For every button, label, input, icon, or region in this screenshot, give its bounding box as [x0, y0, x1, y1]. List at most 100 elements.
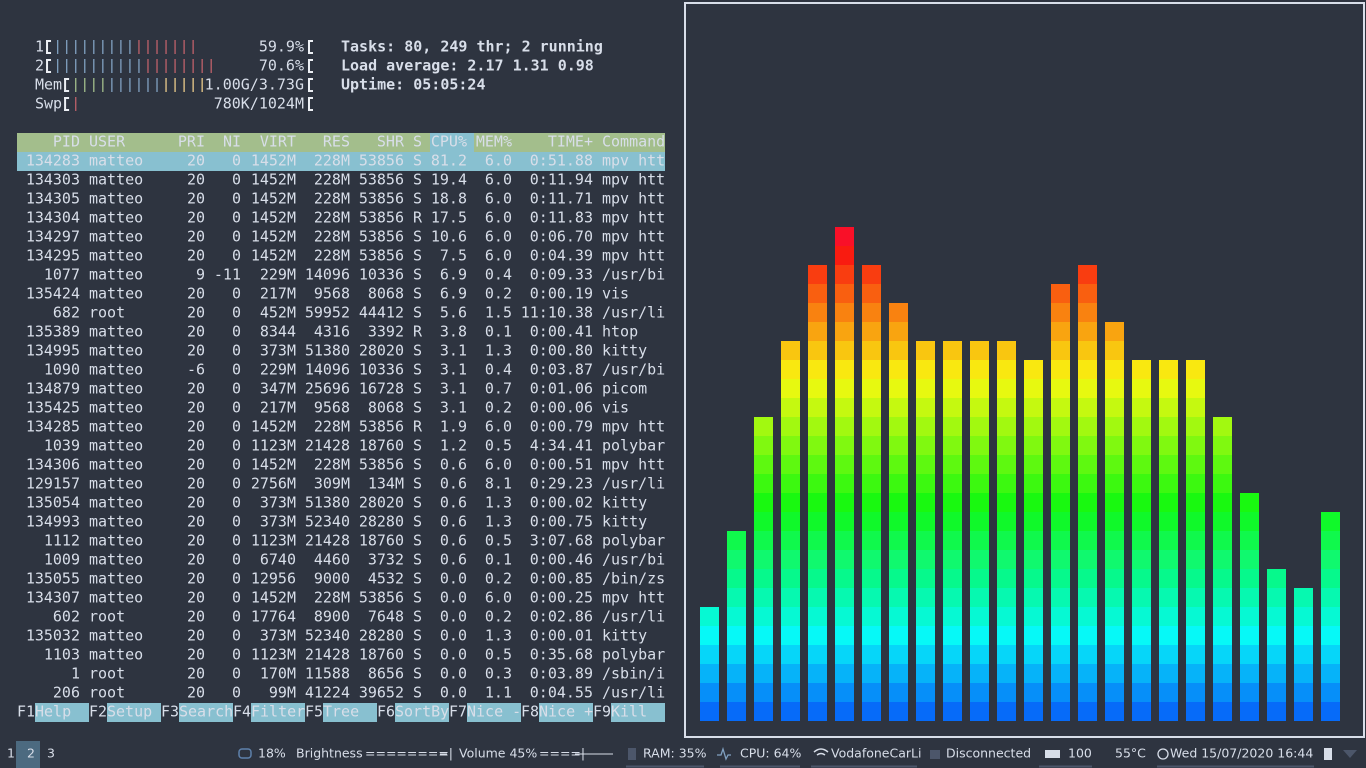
visualizer-segment	[862, 455, 881, 474]
meter-bar	[57, 59, 212, 73]
visualizer-segment	[1051, 360, 1070, 379]
battery-icon	[1045, 750, 1060, 758]
table-cell: 20	[187, 247, 205, 265]
visualizer-segment	[1186, 645, 1205, 664]
visualizer-segment	[1105, 702, 1124, 721]
table-cell: 0:51.88	[530, 152, 593, 170]
visualizer-segment	[754, 455, 773, 474]
table-cell: 6.0	[485, 152, 512, 170]
visualizer-segment	[1213, 550, 1232, 569]
visualizer-segment	[889, 436, 908, 455]
workspace[interactable]: 2	[27, 746, 35, 761]
visualizer-segment	[1105, 607, 1124, 626]
visualizer-segment	[862, 360, 881, 379]
visualizer-segment	[916, 664, 935, 683]
visualizer-segment	[862, 284, 881, 303]
visualizer-segment	[808, 436, 827, 455]
visualizer-segment	[1051, 379, 1070, 398]
visualizer-segment	[997, 702, 1016, 721]
visualizer-segment	[862, 265, 881, 284]
table-cell: 373M	[260, 494, 296, 512]
visualizer-segment	[1051, 645, 1070, 664]
table-cell: 2756M	[251, 475, 296, 493]
visualizer-bar	[1240, 493, 1259, 721]
table-cell: 0:06.70	[530, 228, 593, 246]
visualizer-segment	[781, 341, 800, 360]
visualizer-segment	[943, 512, 962, 531]
visualizer-segment	[1105, 455, 1124, 474]
visualizer-segment	[1240, 512, 1259, 531]
visualizer-segment	[1213, 607, 1232, 626]
visualizer-segment	[862, 550, 881, 569]
visualizer-segment	[808, 493, 827, 512]
visualizer-bar	[781, 341, 800, 721]
visualizer-segment	[1186, 417, 1205, 436]
table-cell: /usr/bi	[602, 361, 665, 379]
table-cell: 1452M	[251, 589, 296, 607]
visualizer-segment	[1105, 569, 1124, 588]
visualizer-segment	[970, 436, 989, 455]
table-cell: 0	[232, 190, 241, 208]
table-cell: S	[413, 646, 422, 664]
table-cell: -11	[214, 266, 241, 284]
summary-text: 1.31	[513, 57, 549, 75]
workspace[interactable]: 1	[7, 746, 15, 761]
visualizer-segment	[1105, 474, 1124, 493]
table-cell: S	[413, 171, 422, 189]
visualizer-bar	[1105, 322, 1124, 721]
visualizer-segment	[970, 474, 989, 493]
function-key-bg	[179, 703, 233, 722]
table-cell: 0.2	[485, 399, 512, 417]
visualizer-segment	[754, 569, 773, 588]
table-cell: polybar	[602, 437, 665, 455]
table-cell: 135032	[26, 627, 80, 645]
visualizer-segment	[835, 341, 854, 360]
table-cell: 1452M	[251, 456, 296, 474]
workspace[interactable]: 3	[47, 746, 55, 761]
table-header-bg	[17, 133, 665, 152]
table-cell: matteo	[89, 570, 143, 588]
table-cell: 0.5	[485, 646, 512, 664]
table-cell: 0	[232, 494, 241, 512]
table-cell: 7648	[368, 608, 404, 626]
table-cell: matteo	[89, 475, 143, 493]
visualizer-segment	[1051, 531, 1070, 550]
meter-bracket	[308, 52, 313, 54]
table-cell: S	[413, 342, 422, 360]
visualizer-segment	[727, 531, 746, 550]
visualizer-segment	[835, 360, 854, 379]
visualizer-segment	[1024, 607, 1043, 626]
meter-pipe	[111, 40, 113, 54]
brightness-bar: ========|	[365, 746, 453, 761]
visualizer-segment	[1132, 588, 1151, 607]
visualizer-segment	[1213, 493, 1232, 512]
visualizer-segment	[916, 493, 935, 512]
table-cell: S	[413, 551, 422, 569]
meter-label: Swp	[35, 95, 62, 113]
meter-pipe	[156, 78, 158, 92]
visualizer-segment	[1078, 455, 1097, 474]
visualizer-segment	[754, 588, 773, 607]
meter-pipe	[138, 40, 140, 54]
visualizer-segment	[1186, 379, 1205, 398]
table-cell: 10.6	[431, 228, 467, 246]
visualizer-segment	[970, 417, 989, 436]
visualizer-segment	[1105, 550, 1124, 569]
visualizer-segment	[1051, 664, 1070, 683]
visualizer-segment	[862, 303, 881, 322]
column-header: RES	[323, 133, 350, 151]
visualizer-segment	[943, 588, 962, 607]
visualizer-segment	[1240, 493, 1259, 512]
visualizer-segment	[754, 626, 773, 645]
visualizer-segment	[1078, 474, 1097, 493]
visualizer-bar	[835, 227, 854, 721]
visualizer-segment	[997, 474, 1016, 493]
visualizer-segment	[1051, 436, 1070, 455]
table-cell: 1452M	[251, 418, 296, 436]
table-cell: S	[413, 494, 422, 512]
table-cell: 134283	[26, 152, 80, 170]
meter-pipe	[111, 59, 113, 73]
visualizer-bar	[1321, 512, 1340, 721]
visualizer-segment	[1132, 664, 1151, 683]
visualizer-bar	[1132, 360, 1151, 721]
